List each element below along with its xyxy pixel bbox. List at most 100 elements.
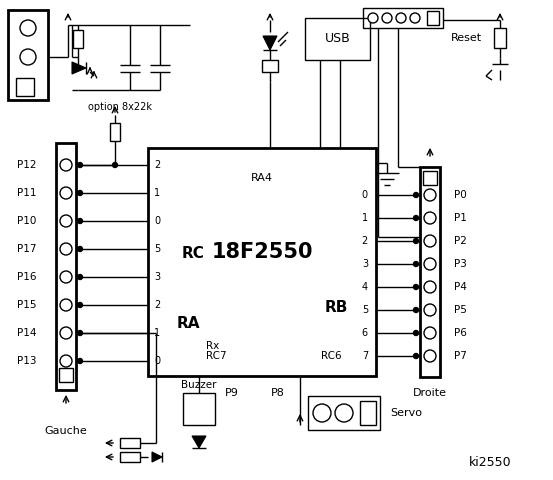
Text: Gauche: Gauche xyxy=(45,426,87,436)
Text: 5: 5 xyxy=(362,305,368,315)
Bar xyxy=(183,393,215,425)
Circle shape xyxy=(396,13,406,23)
Circle shape xyxy=(414,239,419,243)
Circle shape xyxy=(60,271,72,283)
Text: P3: P3 xyxy=(454,259,467,269)
Circle shape xyxy=(60,327,72,339)
Circle shape xyxy=(60,243,72,255)
Circle shape xyxy=(414,353,419,359)
Bar xyxy=(56,143,76,390)
Text: 2: 2 xyxy=(362,236,368,246)
Text: USB: USB xyxy=(325,33,351,46)
Circle shape xyxy=(414,331,419,336)
Bar xyxy=(120,452,140,462)
Text: P12: P12 xyxy=(17,160,36,170)
Bar xyxy=(360,401,376,425)
Circle shape xyxy=(424,350,436,362)
Circle shape xyxy=(335,404,353,422)
Circle shape xyxy=(424,281,436,293)
Text: RA: RA xyxy=(176,315,200,331)
Circle shape xyxy=(77,331,82,336)
Circle shape xyxy=(77,247,82,252)
Circle shape xyxy=(60,215,72,227)
Circle shape xyxy=(382,13,392,23)
Circle shape xyxy=(60,299,72,311)
Circle shape xyxy=(414,262,419,266)
Circle shape xyxy=(414,216,419,220)
Text: 18F2550: 18F2550 xyxy=(211,242,313,262)
Circle shape xyxy=(424,304,436,316)
Bar xyxy=(16,78,34,96)
Bar xyxy=(148,148,376,376)
Bar xyxy=(363,8,443,28)
Text: 2: 2 xyxy=(154,160,160,170)
Circle shape xyxy=(77,163,82,168)
Circle shape xyxy=(368,13,378,23)
Bar xyxy=(8,10,48,100)
Text: P11: P11 xyxy=(17,188,36,198)
Circle shape xyxy=(414,308,419,312)
Polygon shape xyxy=(72,62,86,74)
Bar xyxy=(427,11,439,25)
Circle shape xyxy=(60,159,72,171)
Text: Droite: Droite xyxy=(413,388,447,398)
Polygon shape xyxy=(152,452,162,462)
Text: option 8x22k: option 8x22k xyxy=(88,102,152,112)
Circle shape xyxy=(414,192,419,197)
Bar xyxy=(110,123,120,141)
Text: 2: 2 xyxy=(154,300,160,310)
Circle shape xyxy=(77,302,82,308)
Text: RC: RC xyxy=(181,245,205,261)
Text: ki2550: ki2550 xyxy=(469,456,512,468)
Text: 0: 0 xyxy=(154,216,160,226)
Circle shape xyxy=(60,187,72,199)
Text: P15: P15 xyxy=(17,300,36,310)
Bar xyxy=(262,60,278,72)
Text: P16: P16 xyxy=(17,272,36,282)
Circle shape xyxy=(424,189,436,201)
Circle shape xyxy=(77,191,82,195)
Circle shape xyxy=(414,285,419,289)
Text: P2: P2 xyxy=(454,236,467,246)
Text: P0: P0 xyxy=(454,190,467,200)
Circle shape xyxy=(424,212,436,224)
Text: Servo: Servo xyxy=(390,408,422,418)
Text: 3: 3 xyxy=(154,272,160,282)
Text: 4: 4 xyxy=(362,282,368,292)
Circle shape xyxy=(77,218,82,224)
Text: Buzzer: Buzzer xyxy=(181,380,217,390)
Text: 7: 7 xyxy=(362,351,368,361)
Circle shape xyxy=(313,404,331,422)
Circle shape xyxy=(77,359,82,363)
Text: 1: 1 xyxy=(154,188,160,198)
Text: P6: P6 xyxy=(454,328,467,338)
Circle shape xyxy=(424,327,436,339)
Text: 1: 1 xyxy=(362,213,368,223)
Text: P5: P5 xyxy=(454,305,467,315)
Text: RC7: RC7 xyxy=(206,351,227,361)
Text: P10: P10 xyxy=(17,216,36,226)
Circle shape xyxy=(410,13,420,23)
Circle shape xyxy=(77,275,82,279)
Circle shape xyxy=(20,49,36,65)
Circle shape xyxy=(424,258,436,270)
Circle shape xyxy=(20,20,36,36)
Text: 0: 0 xyxy=(362,190,368,200)
Bar xyxy=(494,28,506,48)
Text: 5: 5 xyxy=(154,244,160,254)
Text: RB: RB xyxy=(324,300,348,315)
Text: P1: P1 xyxy=(454,213,467,223)
Text: P9: P9 xyxy=(225,388,239,398)
Text: P7: P7 xyxy=(454,351,467,361)
Text: P17: P17 xyxy=(17,244,36,254)
Bar xyxy=(423,171,437,185)
Text: Rx: Rx xyxy=(206,341,219,351)
Bar xyxy=(73,30,83,48)
Polygon shape xyxy=(192,436,206,448)
Text: 1: 1 xyxy=(154,328,160,338)
Bar xyxy=(120,438,140,448)
Bar xyxy=(59,368,73,382)
Text: RC6: RC6 xyxy=(321,351,342,361)
Bar xyxy=(420,167,440,377)
Polygon shape xyxy=(263,36,277,50)
